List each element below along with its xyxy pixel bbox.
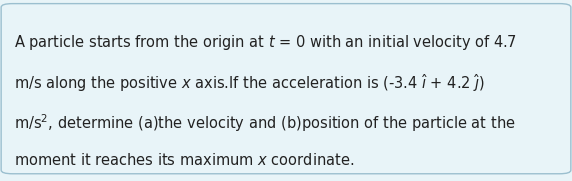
Text: m/s$^2$, determine (a)the velocity and (b)position of the particle at the: m/s$^2$, determine (a)the velocity and (… — [14, 112, 516, 134]
Text: moment it reaches its maximum $x$ coordinate.: moment it reaches its maximum $x$ coordi… — [14, 152, 355, 168]
Text: A particle starts from the origin at $t$ = 0 with an initial velocity of 4.7: A particle starts from the origin at $t$… — [14, 33, 517, 52]
Text: m/s along the positive $x$ axis.If the acceleration is (-3.4 $\hat{\imath}$ + 4.: m/s along the positive $x$ axis.If the a… — [14, 72, 485, 94]
FancyBboxPatch shape — [1, 4, 571, 174]
